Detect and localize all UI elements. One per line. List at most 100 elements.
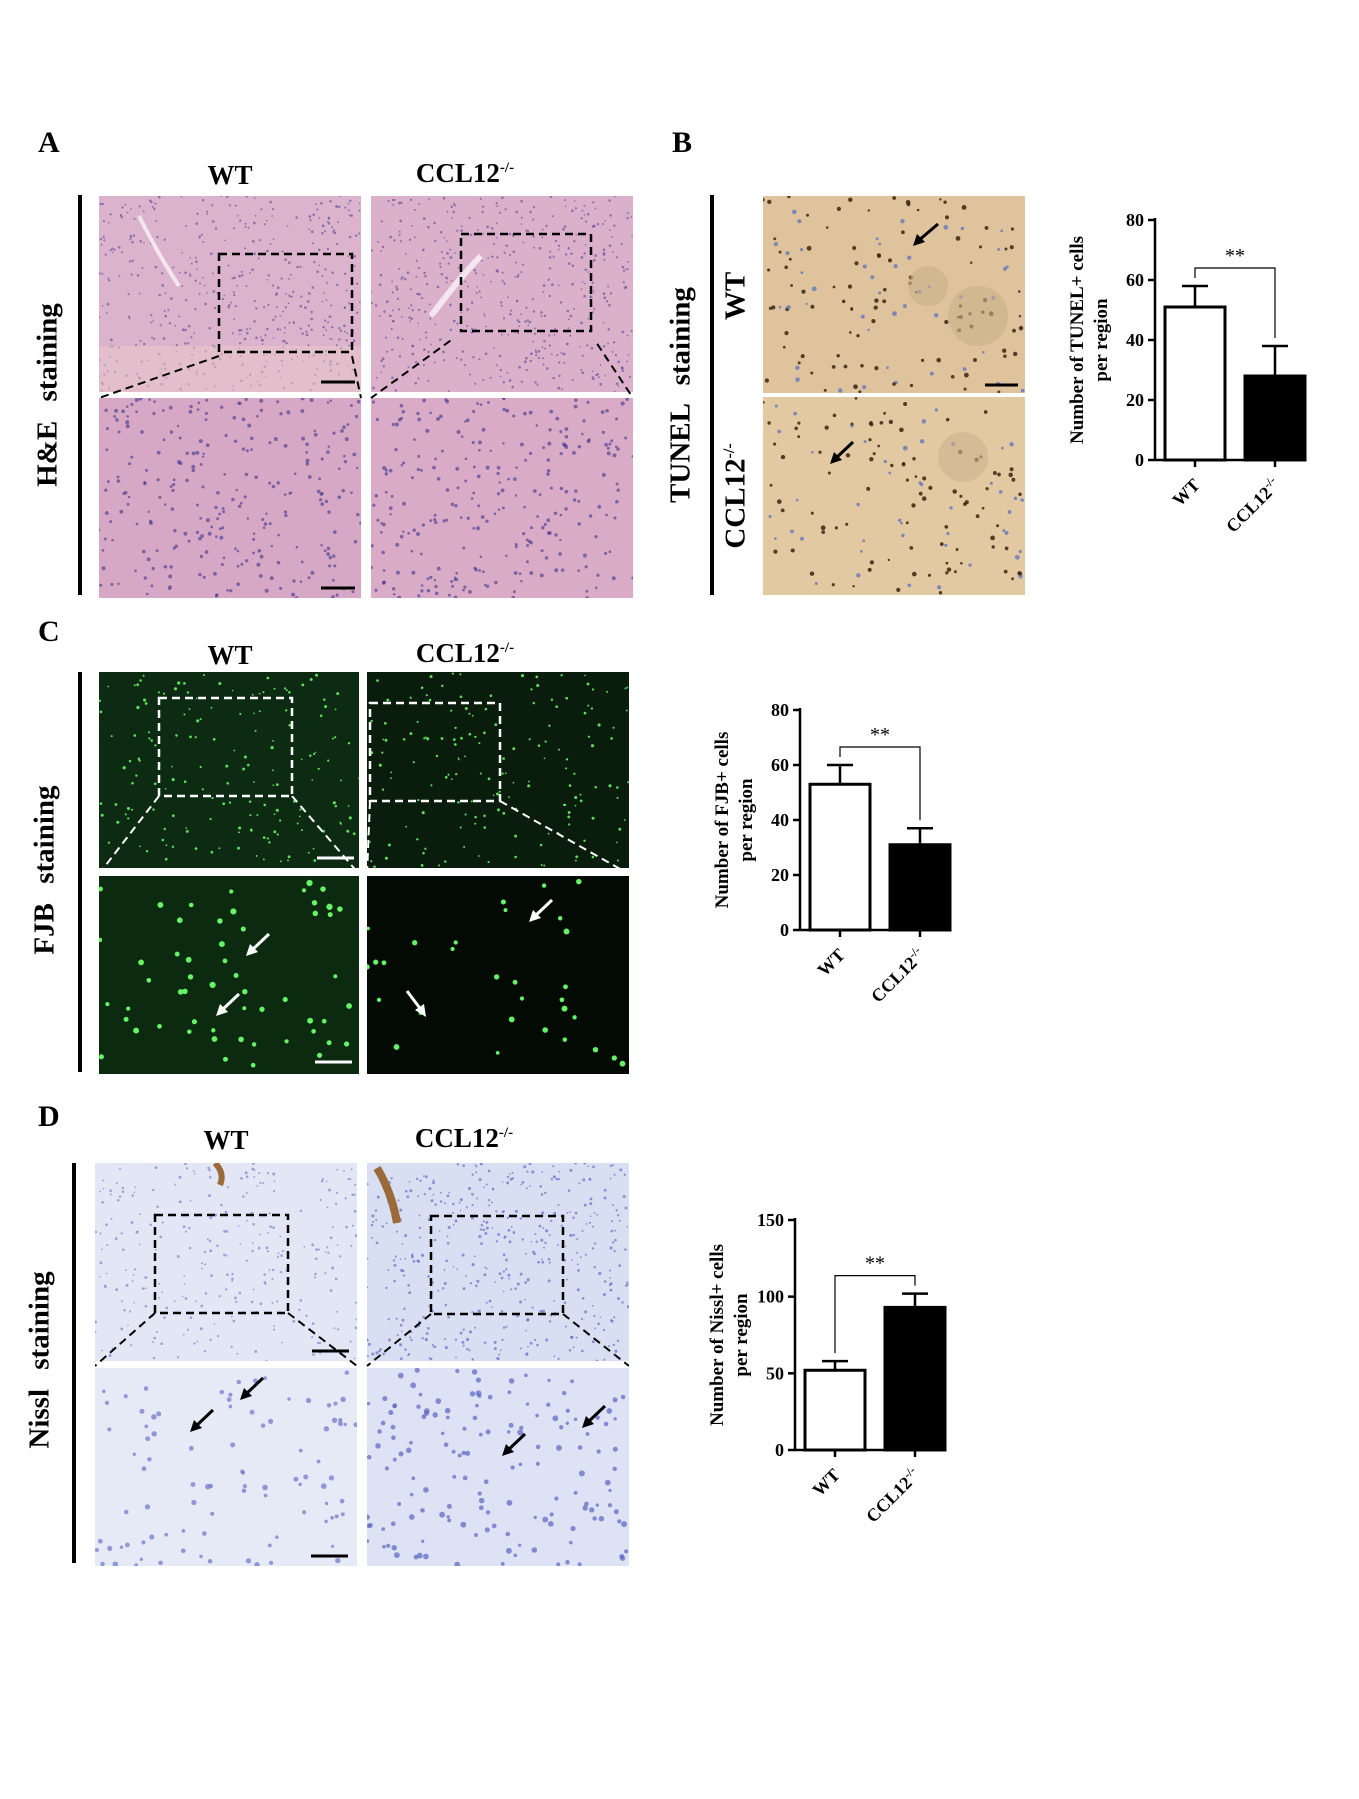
chart-b: Number of TUNEL+ cells per region 0 20 40 60 8…: [1030, 180, 1330, 655]
y-tick-label: 80: [1126, 210, 1144, 230]
zoom-guide-lines-d: [95, 1312, 629, 1367]
y-axis-label: Number of TUNEL+ cells per region: [1067, 236, 1112, 444]
x-tick-label: WT: [813, 945, 848, 980]
y-tick-label: 0: [775, 1440, 784, 1460]
fjb-ccl12-overview-image: [367, 672, 629, 868]
y-tick-label: 100: [757, 1287, 784, 1307]
row-label-wt-b: WT: [719, 271, 752, 321]
tunel-bar-chart: Number of TUNEL+ cells per region 0 20 40 60 8…: [1067, 210, 1307, 536]
x-tick-label: CCL12-/-: [866, 943, 929, 1006]
significance-bracket: [839, 746, 921, 821]
group-bracket-a: [78, 195, 82, 595]
y-tick-label: 80: [771, 700, 789, 720]
he-wt-zoom-image: [99, 398, 361, 598]
bar-wt: [803, 1368, 867, 1452]
cell-texture: [763, 397, 1024, 595]
y-tick-label: 0: [1135, 450, 1144, 470]
cell-texture: [95, 1163, 357, 1361]
significance-label: **: [1225, 245, 1245, 267]
arrow-icon: [913, 222, 939, 246]
column-label-wt: WT: [207, 160, 253, 190]
chart-c: Number of FJB+ cells per region 0 20 40 60 80 W…: [675, 670, 995, 1125]
significance-bracket: [834, 1275, 916, 1354]
panel-letter-a: A: [38, 126, 60, 159]
nissl-wt-zoom-image: [95, 1368, 357, 1566]
bar-ccl12: [1243, 374, 1307, 462]
row-label-he: H&E staining: [31, 303, 64, 487]
y-axis-label: Number of Nissl+ cells per region: [707, 1244, 752, 1426]
column-label-wt: WT: [207, 640, 253, 670]
fjb-wt-overview-image: [99, 672, 359, 868]
cell-texture: [99, 398, 361, 598]
cell-texture: [371, 196, 633, 392]
fjb-ccl12-zoom-image: [367, 876, 629, 1074]
significance-label: **: [870, 724, 890, 746]
he-ccl12-zoom-image: [371, 398, 633, 598]
nissl-ccl12-overview-image: [367, 1163, 629, 1361]
x-tick-label: CCL12-/-: [1221, 473, 1284, 536]
y-tick-label: 40: [1126, 330, 1144, 350]
column-label-ccl12: CCL12-/-: [415, 638, 515, 668]
cell-texture: [367, 672, 629, 868]
he-ccl12-overview-image: [371, 196, 633, 392]
zoom-guide-lines-c: [99, 796, 629, 875]
group-bracket-d: [72, 1163, 76, 1563]
bar-ccl12: [883, 1305, 947, 1452]
arrow-icon: [240, 1376, 265, 1400]
y-tick-label: 150: [757, 1210, 784, 1230]
arrow-icon: [502, 1432, 527, 1456]
group-bracket-c: [78, 672, 82, 1072]
x-tick-label: WT: [1168, 475, 1203, 510]
group-bracket-b: [710, 195, 714, 595]
cell-texture: [95, 1370, 357, 1566]
bar-ccl12: [888, 843, 952, 932]
x-tick-label: CCL12-/-: [861, 1463, 924, 1526]
y-tick-label: 50: [766, 1363, 784, 1383]
zoom-guide-lines-a: [99, 340, 633, 399]
cell-texture: [99, 673, 359, 863]
y-tick-label: 0: [780, 920, 789, 940]
arrow-icon: [582, 1404, 607, 1428]
y-tick-label: 60: [771, 755, 789, 775]
row-label-ccl12-b: CCL12-/-: [719, 443, 752, 549]
panel-letter-c: C: [38, 615, 60, 648]
row-label-fjb: FJB staining: [28, 785, 61, 955]
nissl-ccl12-zoom-image: [367, 1368, 629, 1566]
significance-bracket: [1194, 267, 1276, 338]
tunel-wt-image: [763, 196, 1025, 393]
fjb-bar-chart: Number of FJB+ cells per region 0 20 40 60 80 W…: [712, 700, 952, 1006]
arrow-icon: [216, 992, 241, 1016]
y-tick-label: 20: [1126, 390, 1144, 410]
fjb-wt-zoom-image: [99, 876, 359, 1074]
cell-texture: [367, 1368, 629, 1566]
cell-texture: [99, 879, 353, 1068]
column-label-ccl12: CCL12-/-: [414, 1123, 514, 1153]
row-label-nissl: Nissl staining: [23, 1271, 56, 1449]
tunel-ccl12-image: [763, 397, 1025, 595]
cell-texture: [371, 398, 633, 598]
y-tick-label: 20: [771, 865, 789, 885]
cell-texture: [367, 878, 626, 1067]
arrow-icon: [529, 898, 554, 922]
nissl-wt-overview-image: [95, 1163, 357, 1361]
bar-wt: [808, 782, 872, 932]
cell-texture: [367, 1163, 629, 1361]
x-tick-label: WT: [808, 1465, 843, 1500]
panel-letter-d: D: [38, 1100, 60, 1133]
arrow-icon: [246, 932, 271, 956]
y-axis-label: Number of FJB+ cells per region: [712, 732, 757, 909]
y-tick-label: 40: [771, 810, 789, 830]
panel-letter-b: B: [672, 126, 693, 159]
y-tick-label: 60: [1126, 270, 1144, 290]
arrow-icon: [830, 440, 855, 464]
row-label-tunel: TUNEL staining: [664, 287, 697, 503]
chart-d: Number of Nissl+ cells per region 0 50 100 15…: [670, 1180, 990, 1645]
bar-wt: [1163, 305, 1227, 462]
arrow-icon: [190, 1408, 215, 1432]
nissl-bar-chart: Number of Nissl+ cells per region 0 50 100 15…: [707, 1210, 947, 1526]
column-label-ccl12: CCL12-/-: [415, 158, 515, 188]
column-label-wt: WT: [203, 1125, 249, 1155]
arrow-icon: [405, 990, 426, 1017]
significance-label: **: [865, 1253, 885, 1275]
he-wt-overview-image: [99, 196, 361, 392]
